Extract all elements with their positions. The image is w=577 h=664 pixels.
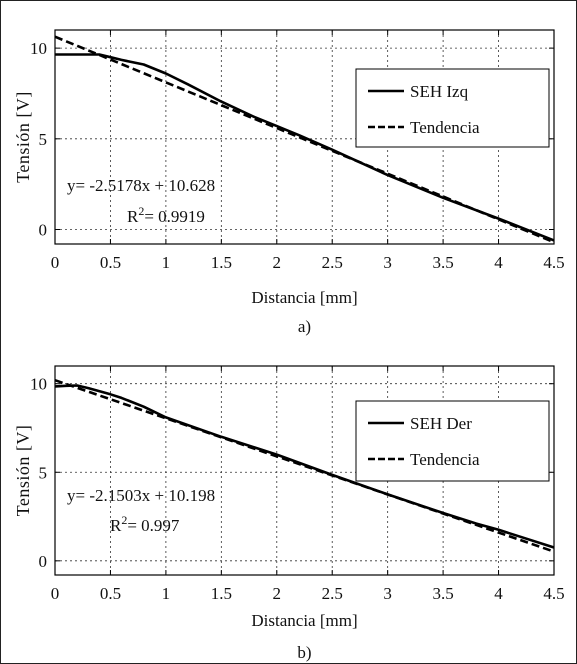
regression-equation: y= -2.1503x + 10.198 — [67, 486, 215, 505]
trend-line-1 — [54, 378, 555, 553]
y-tick-label: 10 — [30, 39, 47, 58]
x-tick-label: 1 — [162, 253, 171, 272]
r-squared-label: R2= 0.997 — [110, 513, 180, 535]
r-squared-label: R2= 0.9919 — [127, 204, 205, 226]
trend-line-0 — [54, 35, 555, 244]
y-tick-label: 10 — [30, 375, 47, 394]
y-axis-label: Tensión [V] — [13, 425, 33, 517]
y-tick-label: 5 — [39, 130, 48, 149]
x-tick-label: 3.5 — [432, 253, 453, 272]
x-tick-label: 3.5 — [432, 584, 453, 603]
x-tick-label: 2.5 — [322, 253, 343, 272]
legend-box — [355, 400, 550, 482]
legend-label: Tendencia — [410, 450, 480, 469]
legend-box — [355, 68, 550, 148]
chart-panel-1: 0 0.5 1 1.5 2 2.5 3 3.5 4 4.5 0 5 10 Distancia [mm] Te… — [13, 365, 565, 662]
r-squared-value: = 0.9919 — [144, 207, 205, 226]
plot-frame — [54, 29, 555, 245]
x-tick-label: 0 — [51, 584, 60, 603]
x-tick-label: 0.5 — [100, 584, 121, 603]
x-tick-label: 4.5 — [543, 253, 564, 272]
legend-label: SEH Izq — [410, 82, 469, 101]
y-axis-label: Tensión [V] — [13, 91, 33, 183]
regression-equation: y= -2.5178x + 10.628 — [67, 176, 215, 195]
x-tick-label: 1.5 — [211, 584, 232, 603]
x-tick-label: 1.5 — [211, 253, 232, 272]
x-tick-label: 3 — [383, 253, 392, 272]
x-tick-label: 2.5 — [322, 584, 343, 603]
x-tick-label: 4 — [494, 253, 503, 272]
panel-caption: b) — [297, 643, 311, 662]
legend-label: Tendencia — [410, 118, 480, 137]
y-tick-label: 5 — [39, 463, 48, 482]
x-axis-label: Distancia [mm] — [251, 611, 357, 630]
x-tick-label: 0.5 — [100, 253, 121, 272]
r-squared-value: = 0.997 — [127, 516, 180, 535]
x-tick-label: 0 — [51, 253, 60, 272]
r-squared-symbol: R — [127, 207, 139, 226]
x-tick-label: 1 — [162, 584, 171, 603]
x-tick-label: 3 — [383, 584, 392, 603]
r-squared-superscript: 2 — [138, 204, 144, 218]
x-tick-label: 4 — [494, 584, 503, 603]
data-line-0 — [55, 53, 555, 242]
legend-label: SEH Der — [410, 414, 472, 433]
r-squared-superscript: 2 — [121, 513, 127, 527]
x-axis-label: Distancia [mm] — [251, 288, 357, 307]
r-squared-symbol: R — [110, 516, 122, 535]
y-tick-label: 0 — [39, 220, 48, 239]
x-tick-label: 4.5 — [543, 584, 564, 603]
y-tick-label: 0 — [39, 552, 48, 571]
x-tick-label: 2 — [273, 253, 282, 272]
plot-frame — [54, 365, 555, 576]
chart-panel-0: 0 0.5 1 1.5 2 2.5 3 3.5 4 4.5 0 5 10 Distancia [mm] Te… — [13, 29, 565, 336]
panel-caption: a) — [298, 317, 311, 336]
x-tick-label: 2 — [273, 584, 282, 603]
